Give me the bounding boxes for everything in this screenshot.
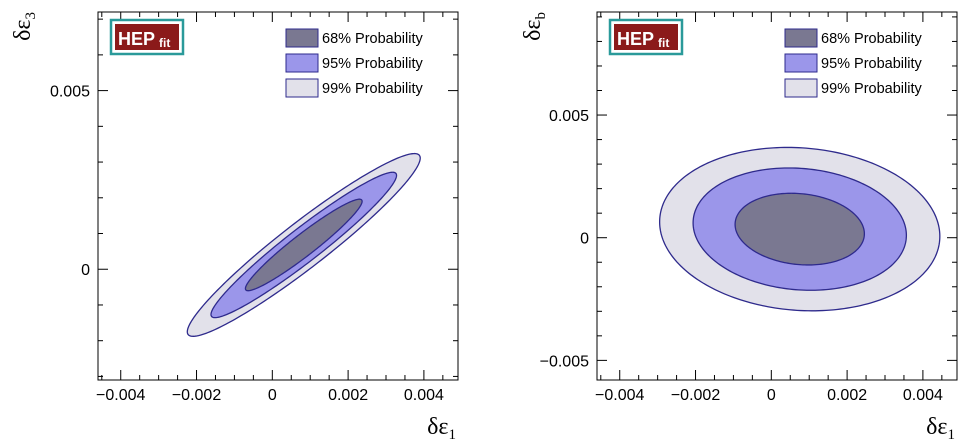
legend-label: 95% Probability (322, 56, 423, 72)
x-tick-label: −0.002 (671, 387, 720, 404)
logo-main-text: HEP (617, 29, 654, 49)
legend-label: 99% Probability (322, 81, 423, 97)
y-axis-title: δεb (520, 12, 549, 41)
y-axis-title: δε3 (10, 12, 39, 41)
y-tick-label: 0.005 (50, 84, 90, 101)
y-tick-label: −0.005 (540, 353, 589, 370)
legend-swatch (285, 78, 319, 98)
x-tick-label: −0.002 (172, 387, 221, 404)
logo-main-text: HEP (118, 29, 155, 49)
x-tick-label: 0.004 (903, 387, 943, 404)
logo-background (614, 24, 678, 50)
logo-background (115, 24, 179, 50)
legend-label: 99% Probability (821, 81, 922, 97)
y-tick-label: 0 (580, 231, 589, 248)
hepfit-logo: HEP fit (109, 18, 185, 56)
chart-panel-2: −0.004 −0.002 0 0.002 0.004 −0.005 0 0.005 δε1 δε… (520, 11, 958, 441)
hepfit-logo: HEP fit (608, 18, 684, 56)
legend-label: 68% Probability (322, 31, 423, 47)
legend-label: 68% Probability (821, 31, 922, 47)
logo-sub-text: fit (658, 36, 669, 50)
plot-frame (97, 11, 459, 381)
x-tick-label: 0.002 (827, 387, 867, 404)
legend-swatch (784, 28, 818, 48)
x-axis-title: δε1 (926, 414, 955, 441)
x-tick-label: 0.004 (404, 387, 444, 404)
legend-swatch (285, 53, 319, 73)
x-tick-label: 0 (268, 387, 277, 404)
x-axis-title: δε1 (427, 414, 456, 441)
legend-swatch (784, 53, 818, 73)
y-tick-label: 0 (81, 262, 90, 279)
legend-swatch (285, 28, 319, 48)
x-tick-label: −0.004 (595, 387, 644, 404)
region-68pct (244, 198, 363, 292)
logo-sub-text: fit (159, 36, 170, 50)
x-tick-label: 0 (767, 387, 776, 404)
legend-swatch (784, 78, 818, 98)
legend-label: 95% Probability (821, 56, 922, 72)
x-tick-label: −0.004 (96, 387, 145, 404)
y-tick-label: 0.005 (549, 108, 589, 125)
x-tick-label: 0.002 (328, 387, 368, 404)
region-68pct (734, 192, 866, 266)
chart-panel-1: −0.004 −0.002 0 0.002 0.004 0 0.005 δε1 δε3 HEP fi… (10, 11, 459, 441)
